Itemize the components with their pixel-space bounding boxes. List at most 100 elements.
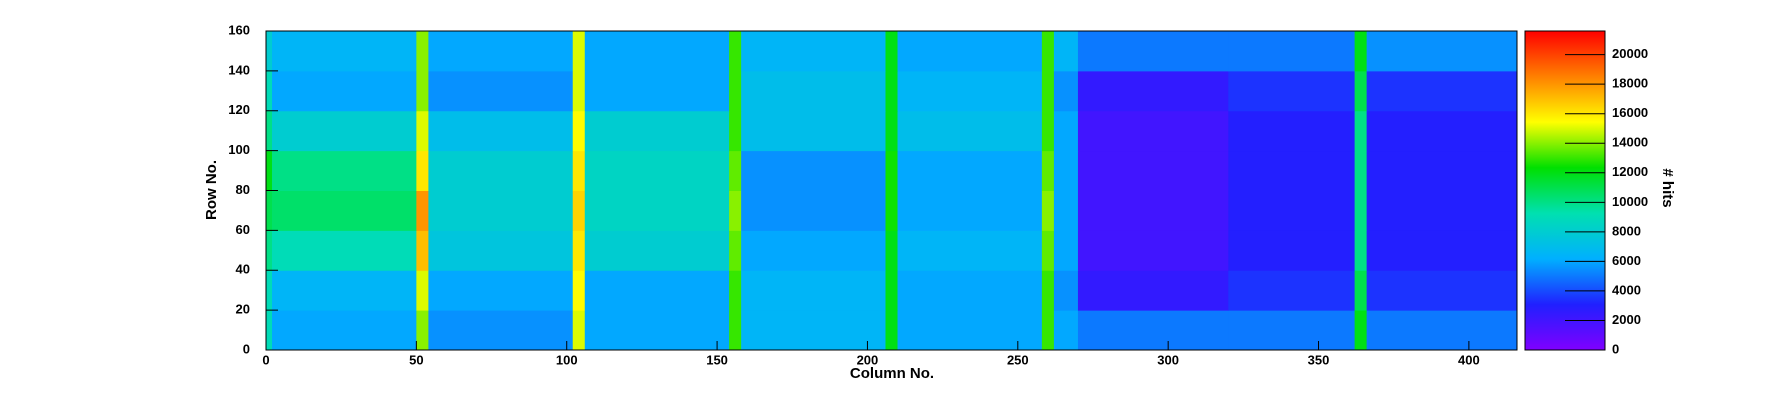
heatmap-cell — [1041, 70, 1055, 112]
x-axis-title: Column No. — [850, 365, 934, 382]
heatmap-cell — [266, 110, 273, 152]
heatmap-cell — [272, 270, 417, 311]
heatmap-cell — [416, 31, 429, 72]
x-tick-label: 300 — [1157, 352, 1179, 367]
colorbar-tick-label: 14000 — [1612, 135, 1648, 150]
heatmap-cell — [572, 190, 586, 231]
heatmap-cell — [1077, 70, 1229, 112]
colorbar-tick-label: 4000 — [1612, 282, 1641, 297]
x-tick-label: 400 — [1458, 352, 1480, 367]
heatmap-cell — [416, 230, 429, 271]
y-tick-label: 140 — [228, 62, 250, 77]
heatmap-cell — [572, 110, 586, 152]
heatmap-cell — [1228, 31, 1356, 72]
heatmap-cell — [1077, 270, 1229, 311]
heatmap-cell — [897, 270, 1043, 311]
colorbar-tick-label: 0 — [1612, 341, 1619, 356]
heatmap-cell — [729, 110, 742, 152]
colorbar-tick-label: 8000 — [1612, 223, 1641, 238]
heatmap-cell — [266, 31, 273, 72]
heatmap-cell — [1053, 110, 1079, 152]
heatmap-cell — [572, 230, 586, 271]
colorbar-tick-label: 6000 — [1612, 253, 1641, 268]
heatmap-cell — [572, 150, 586, 191]
heatmap-cell — [885, 310, 899, 351]
heatmap-cell — [729, 31, 742, 72]
heatmap-cell — [272, 190, 417, 231]
heatmap-cell — [266, 190, 273, 231]
heatmap-cell — [741, 270, 886, 311]
heatmap-cell — [1366, 70, 1518, 112]
heatmap-cell — [729, 150, 742, 191]
heatmap-cell — [741, 230, 886, 271]
colorbar-tick-label: 12000 — [1612, 164, 1648, 179]
heatmap-cell — [1354, 230, 1368, 271]
heatmap-cell — [1366, 150, 1518, 191]
heatmap-cell — [584, 31, 730, 72]
colorbar — [1524, 30, 1606, 351]
heatmap-cell — [1354, 270, 1368, 311]
heatmap-cell — [428, 70, 574, 112]
y-tick-label: 100 — [228, 142, 250, 157]
heatmap-cell — [1053, 190, 1079, 231]
heatmap-cell — [1077, 230, 1229, 271]
heatmap-cell — [885, 230, 899, 271]
heatmap-cell — [266, 230, 273, 271]
heatmap-cell — [416, 70, 429, 112]
heatmap-cell — [741, 31, 886, 72]
heatmap-cell — [741, 190, 886, 231]
heatmap-cell — [1366, 31, 1518, 72]
colorbar-title: # hits — [1659, 168, 1676, 207]
heatmap-cell — [1053, 310, 1079, 351]
heatmap-cell — [1041, 150, 1055, 191]
heatmap-cell — [885, 70, 899, 112]
heatmap-cell — [572, 70, 586, 112]
heatmap-cell — [272, 110, 417, 152]
heatmap-cell — [416, 110, 429, 152]
x-tick-label: 200 — [857, 352, 879, 367]
heatmap-cell — [1228, 70, 1356, 112]
y-axis-title: Row No. — [203, 160, 220, 220]
heatmap-cell — [729, 310, 742, 351]
heatmap-cell — [729, 190, 742, 231]
heatmap-cell — [1366, 110, 1518, 152]
x-tick-label: 150 — [706, 352, 728, 367]
heatmap-cell — [1366, 270, 1518, 311]
heatmap-cell — [428, 110, 574, 152]
heatmap-cell — [741, 150, 886, 191]
heatmap-cell — [1228, 270, 1356, 311]
heatmap-cell — [1366, 230, 1518, 271]
heatmap-cell — [729, 70, 742, 112]
heatmap-cell — [885, 150, 899, 191]
heatmap-cell — [416, 150, 429, 191]
heatmap-cell — [1041, 270, 1055, 311]
heatmap-cell — [885, 190, 899, 231]
heatmap-cell — [272, 150, 417, 191]
heatmap-cell — [428, 310, 574, 351]
heatmap-cell — [741, 110, 886, 152]
heatmap-cell — [1354, 110, 1368, 152]
y-tick-label: 80 — [236, 182, 250, 197]
heatmap-cell — [266, 150, 273, 191]
colorbar-tick-label: 20000 — [1612, 46, 1648, 61]
colorbar-tick-label: 16000 — [1612, 105, 1648, 120]
heatmap-cell — [416, 190, 429, 231]
heatmap-cell — [1354, 150, 1368, 191]
heatmap-cell — [885, 31, 899, 72]
heatmap-cell — [729, 230, 742, 271]
heatmap-cell — [584, 110, 730, 152]
heatmap-cell — [416, 270, 429, 311]
heatmap-cell — [897, 70, 1043, 112]
heatmap-cell — [572, 270, 586, 311]
y-tick-label: 160 — [228, 22, 250, 37]
y-tick-label: 40 — [236, 262, 250, 277]
heatmap-cell — [572, 31, 586, 72]
heatmap-cell — [428, 270, 574, 311]
heatmap-cell — [1077, 190, 1229, 231]
y-tick-label: 0 — [243, 341, 250, 356]
heatmap-cell — [266, 270, 273, 311]
heatmap-cell — [572, 310, 586, 351]
heatmap-cell — [266, 70, 273, 112]
x-tick-label: 250 — [1007, 352, 1029, 367]
